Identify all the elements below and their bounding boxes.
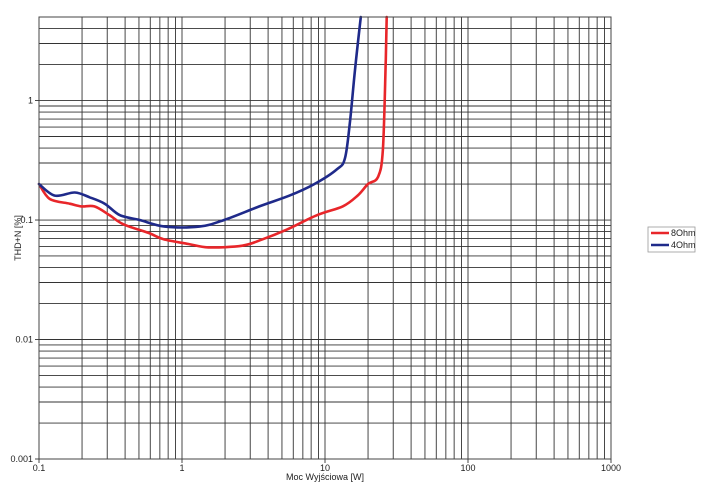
- y-axis-title: THD+N [%]: [13, 215, 23, 261]
- y-tick-label: 0.1: [20, 215, 33, 225]
- x-tick-label: 100: [460, 463, 475, 473]
- legend-label-8ohm: 8Ohm: [671, 228, 696, 238]
- data-series: [37, 15, 388, 249]
- legend: 8Ohm 4Ohm: [647, 226, 696, 253]
- legend-label-4ohm: 4Ohm: [671, 240, 696, 250]
- x-tick-label: 0.1: [33, 463, 46, 473]
- y-tick-label: 0.001: [10, 454, 33, 464]
- grid-lines: [39, 17, 611, 459]
- x-tick-label: 1: [179, 463, 184, 473]
- series-line-4ohm: [37, 15, 363, 229]
- x-tick-label: 1000: [601, 463, 621, 473]
- legend-box: [647, 226, 696, 253]
- tick-labels: 0.1 1 10 100 1000 0.001 0.01 0.1 1: [10, 96, 621, 473]
- x-axis-title: Moc Wyjściowa [W]: [286, 472, 364, 482]
- series-line-8ohm: [37, 15, 388, 249]
- y-tick-label: 1: [28, 96, 33, 106]
- x-tick-label: 10: [320, 463, 330, 473]
- y-tick-label: 0.01: [15, 335, 33, 345]
